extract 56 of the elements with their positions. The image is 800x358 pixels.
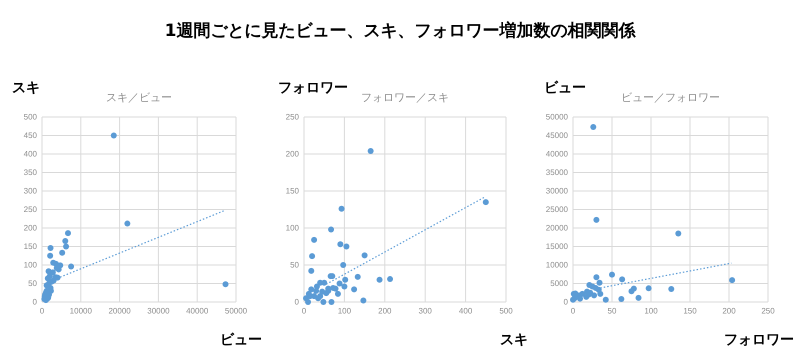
x-tick-label: 100	[338, 306, 352, 316]
x-tick-label: 200	[722, 306, 736, 316]
y-tick-label: 30000	[546, 186, 569, 196]
x-tick-label: 100	[644, 306, 658, 316]
y-axis-title: スキ	[12, 80, 40, 96]
y-tick-label: 5000	[550, 279, 569, 288]
y-tick-label: 150	[286, 186, 300, 196]
x-tick-label: 40000	[186, 306, 209, 316]
y-tick-label: 10000	[546, 260, 569, 270]
x-tick-label: 0	[302, 306, 307, 316]
x-tick-label: 50000	[224, 306, 248, 316]
y-tick-label: 250	[24, 205, 38, 214]
y-tick-label: 200	[286, 150, 300, 159]
x-axis-title: スキ	[500, 332, 528, 348]
y-tick-label: 250	[286, 112, 300, 122]
y-tick-label: 500	[24, 112, 38, 122]
x-tick-label: 150	[683, 306, 698, 316]
x-tick-label: 200	[378, 306, 392, 316]
x-tick-label: 50	[608, 306, 617, 316]
y-tick-label: 20000	[546, 224, 569, 233]
y-tick-label: 100	[24, 260, 38, 270]
y-tick-label: 0	[564, 298, 569, 307]
y-tick-label: 450	[24, 131, 38, 140]
x-tick-label: 0	[570, 306, 576, 316]
y-tick-label: 0	[32, 298, 38, 307]
y-tick-label: 45000	[546, 131, 569, 140]
y-tick-label: 350	[24, 168, 38, 178]
y-axis-title: フォロワー	[278, 80, 348, 96]
x-tick-label: 500	[499, 306, 514, 316]
chart-title: フォロワー／スキ	[361, 91, 449, 104]
x-tick-label: 400	[458, 306, 473, 316]
y-tick-label: 50	[290, 260, 300, 270]
y-axis-title: ビュー	[544, 80, 586, 96]
chart-title: スキ／ビュー	[106, 91, 172, 104]
y-tick-label: 400	[24, 150, 38, 159]
x-axis-title: ビュー	[220, 332, 262, 348]
y-tick-label: 15000	[546, 242, 569, 252]
y-tick-label: 35000	[546, 168, 569, 178]
y-tick-label: 40000	[546, 150, 569, 159]
x-tick-label: 30000	[147, 306, 170, 316]
x-axis-title: フォロワー	[724, 332, 794, 348]
x-tick-label: 300	[418, 306, 432, 316]
y-tick-label: 100	[286, 224, 300, 233]
chart-title: ビュー／フォロワー	[621, 91, 720, 104]
x-tick-label: 10000	[70, 306, 92, 316]
y-tick-label: 25000	[546, 205, 569, 214]
y-tick-label: 200	[24, 224, 38, 233]
y-tick-label: 300	[24, 186, 38, 196]
x-tick-label: 20000	[108, 306, 132, 316]
x-tick-label: 0	[40, 306, 45, 316]
y-tick-label: 50000	[546, 112, 569, 122]
y-tick-label: 0	[294, 298, 300, 307]
y-tick-label: 150	[24, 242, 38, 252]
x-tick-label: 250	[761, 306, 776, 316]
text: 1週間ごとに見たビュー、スキ、フォロワー増加数の相関関係	[164, 20, 636, 41]
y-tick-label: 50	[28, 279, 38, 288]
